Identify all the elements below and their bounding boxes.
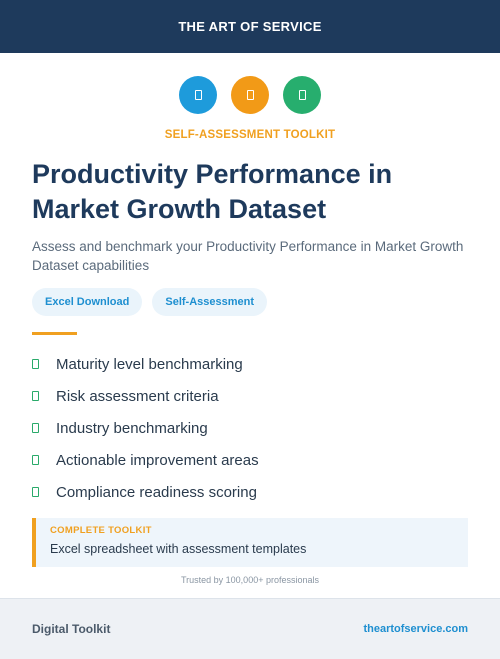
page-subtitle: Assess and benchmark your Productivity P… (32, 239, 464, 273)
check-icon (32, 455, 39, 465)
clipboard-icon (231, 76, 269, 114)
feature-label: Industry benchmarking (56, 419, 208, 437)
footer-bar: Digital Toolkit theartofservice.com (0, 598, 500, 659)
icon-row (0, 76, 500, 114)
checklist-icon (283, 76, 321, 114)
feature-item: Risk assessment criteria (32, 380, 472, 412)
footer-label: Digital Toolkit (32, 622, 111, 636)
website-link[interactable]: theartofservice.com (363, 623, 468, 635)
feature-label: Maturity level benchmarking (56, 355, 243, 373)
brand-name: THE ART OF SERVICE (178, 19, 322, 34)
toolkit-kicker: SELF-ASSESSMENT TOOLKIT (164, 129, 336, 141)
feature-label: Compliance readiness scoring (56, 483, 257, 501)
check-icon (32, 391, 39, 401)
tag-list: Excel Download Self-Assessment (32, 288, 268, 316)
check-icon (32, 423, 39, 433)
feature-item: Maturity level benchmarking (32, 348, 472, 380)
top-banner: THE ART OF SERVICE (0, 0, 500, 53)
accent-divider (32, 332, 77, 335)
feature-item: Compliance readiness scoring (32, 476, 472, 508)
tag-excel-download: Excel Download (32, 288, 143, 316)
check-icon (32, 359, 39, 369)
callout-text: Excel spreadsheet with assessment templa… (50, 542, 307, 556)
feature-label: Actionable improvement areas (56, 451, 259, 469)
feature-list: Maturity level benchmarking Risk assessm… (32, 348, 472, 508)
feature-item: Industry benchmarking (32, 412, 472, 444)
feature-label: Risk assessment criteria (56, 387, 219, 405)
feature-item: Actionable improvement areas (32, 444, 472, 476)
callout-kicker: COMPLETE TOOLKIT (50, 525, 152, 536)
document-icon (179, 76, 217, 114)
check-icon (32, 487, 39, 497)
tag-self-assessment: Self-Assessment (152, 288, 268, 316)
toolkit-callout: COMPLETE TOOLKIT Excel spreadsheet with … (32, 518, 468, 567)
trust-statement: Trusted by 100,000+ professionals (180, 575, 319, 585)
page-title: Productivity Performance in Market Growt… (32, 159, 393, 224)
